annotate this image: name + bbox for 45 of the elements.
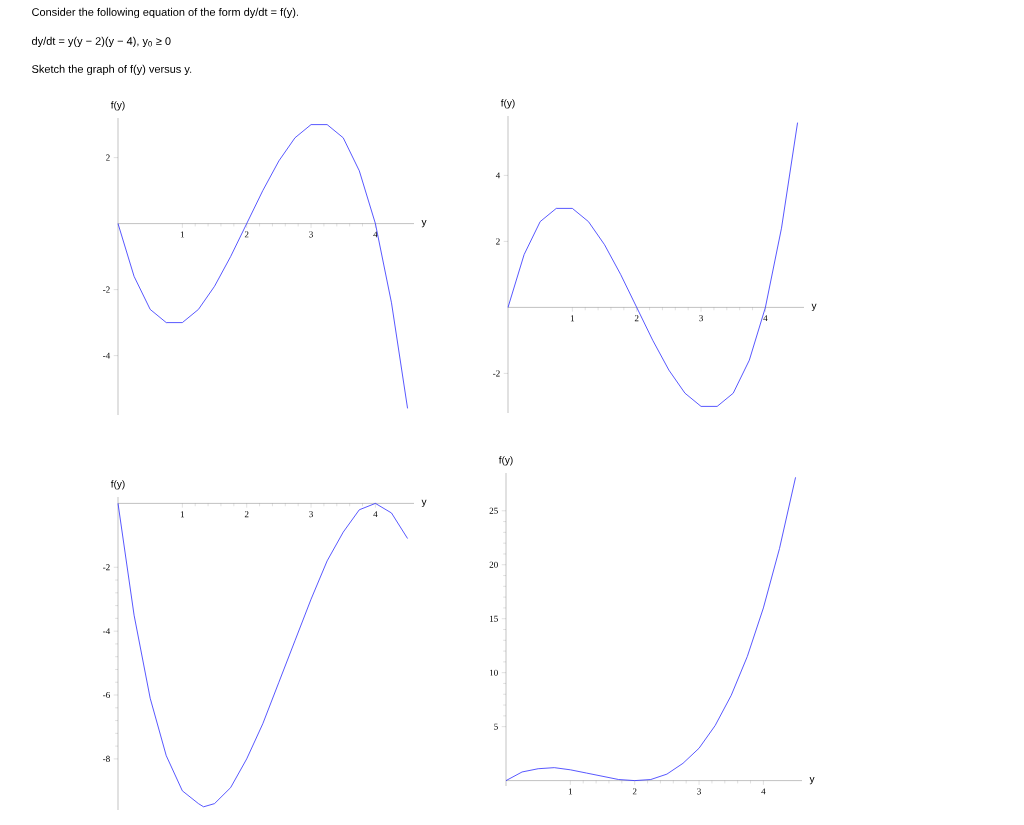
x-tick-label: 3	[309, 231, 313, 238]
x-tick-label: 2	[244, 511, 249, 518]
y-tick-label: 4	[495, 172, 501, 179]
text: dy/dt = y(y − 2)(y − 4), y$_{0}$ ≥ 0	[31, 36, 171, 48]
y-axis-title: f(y)	[500, 99, 515, 109]
y-tick-label: -2	[103, 564, 110, 571]
x-tick-label: 4	[761, 788, 766, 795]
y-tick-label: -8	[103, 755, 110, 762]
x-tick-label: 1	[570, 315, 575, 322]
y-tick-label: 2	[496, 238, 500, 245]
x-tick-label: 1	[568, 788, 573, 795]
x-tick-label: 4	[373, 231, 378, 238]
text: Sketch the graph of f(y) versus y.	[32, 64, 192, 76]
y-tick-label: -2	[103, 286, 110, 293]
x-axis-title: y	[809, 776, 815, 785]
y-axis-title: f(y)	[110, 101, 125, 111]
line-series	[117, 124, 408, 409]
y-tick-label: 15	[489, 615, 498, 622]
y-tick-label: 2	[106, 154, 110, 161]
y-tick-label: 25	[489, 507, 498, 514]
y-tick-label: -2	[493, 370, 500, 377]
x-tick-label: 1	[180, 231, 185, 238]
y-tick-label: 20	[489, 561, 498, 568]
y-axis-title: f(y)	[110, 480, 125, 490]
x-tick-label: 2	[634, 315, 639, 322]
chart-title: Consider the following equation of the form dy/dt = f(y).	[32, 7, 298, 19]
y-tick-label: 5	[494, 723, 498, 730]
line-series	[507, 122, 798, 407]
x-axis-title: y	[421, 499, 427, 508]
x-tick-label: 3	[697, 788, 701, 795]
x-tick-label: 4	[373, 511, 378, 518]
y-tick-label: -4	[103, 628, 111, 635]
y-tick-label: -6	[103, 692, 110, 699]
x-tick-label: 3	[699, 315, 703, 322]
x-tick-label: 4	[763, 315, 768, 322]
y-tick-label: -4	[103, 352, 111, 359]
x-tick-label: 2	[244, 231, 249, 238]
x-axis-title: y	[421, 219, 427, 228]
x-tick-label: 1	[180, 511, 185, 518]
x-axis-title: y	[811, 303, 817, 312]
x-tick-label: 3	[309, 511, 313, 518]
x-tick-label: 2	[632, 788, 637, 795]
line-series	[117, 502, 408, 808]
y-axis-title: f(y)	[498, 456, 513, 466]
y-tick-label: 10	[489, 669, 498, 676]
